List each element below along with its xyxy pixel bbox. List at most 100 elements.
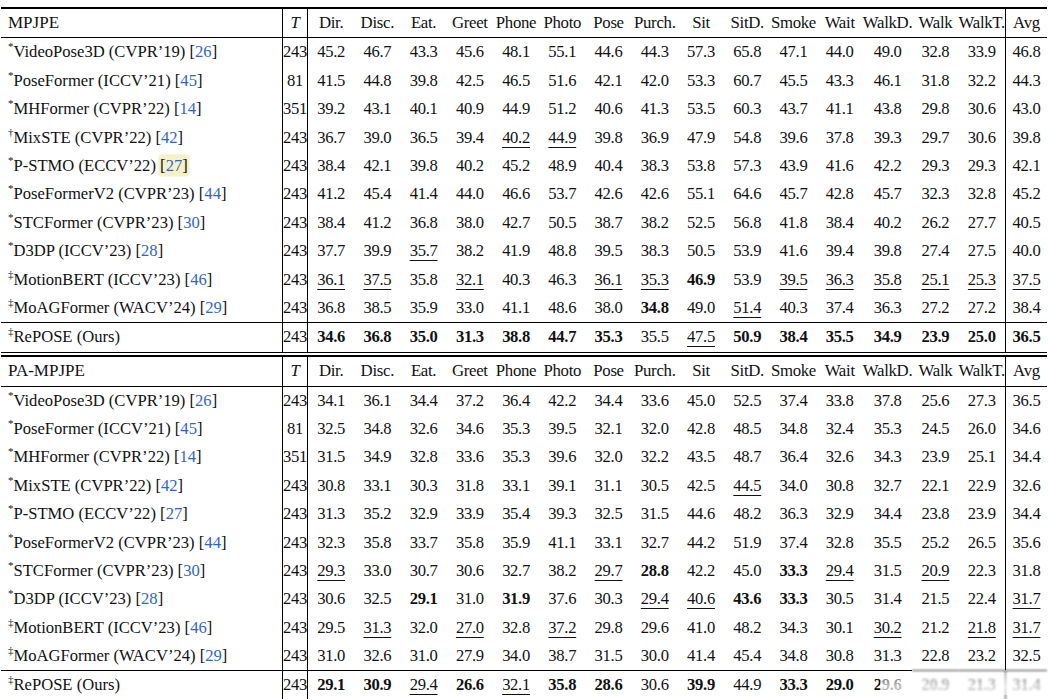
- metric-value: 26.2: [912, 209, 958, 237]
- citation-link[interactable]: [42]: [155, 128, 183, 147]
- metric-value: 21.8: [959, 614, 1006, 642]
- citation-link[interactable]: [29]: [200, 298, 228, 317]
- metric-value: 36.1: [308, 266, 354, 294]
- metric-value: 45.4: [724, 642, 770, 670]
- metric-value: 34.8: [770, 415, 816, 443]
- metric-value: 45.7: [863, 180, 913, 208]
- metric-value: 34.4: [863, 500, 913, 528]
- citation-link[interactable]: [44]: [199, 184, 227, 203]
- metric-value: 43.9: [770, 152, 816, 180]
- citation-link-highlighted[interactable]: [27]: [160, 156, 188, 175]
- pose-estimation-results-table: MPJPETDir.Disc.Eat.GreetPhonePhotoPosePu…: [0, 7, 1048, 699]
- citation-bracket: [: [185, 270, 191, 289]
- metric-value: 44.9: [493, 95, 539, 123]
- method-prefix-marker: *: [8, 588, 14, 600]
- metric-value: 36.1: [585, 266, 631, 294]
- metric-value: 42.8: [678, 415, 724, 443]
- frames-value: 243: [283, 152, 308, 180]
- metric-value: 49.0: [678, 294, 724, 322]
- citation-link[interactable]: [30]: [178, 561, 206, 580]
- metric-value: 32.7: [632, 529, 678, 557]
- metric-value: 30.7: [400, 557, 446, 585]
- frames-value: 243: [283, 294, 308, 322]
- method-prefix-marker: *: [8, 474, 14, 486]
- citation-bracket: [: [155, 476, 161, 495]
- activity-column-header: Smoke: [770, 9, 816, 38]
- method-name: *PoseFormer (ICCV’21) [45]: [1, 415, 283, 443]
- metric-value: 34.8: [770, 642, 816, 670]
- method-prefix-marker: †: [8, 126, 14, 138]
- metric-value: 38.4: [308, 152, 354, 180]
- citation-link[interactable]: [44]: [199, 533, 227, 552]
- avg-value: 36.5: [1006, 322, 1047, 351]
- metric-value: 29.0: [817, 670, 863, 699]
- metric-value: 31.3: [447, 322, 493, 351]
- metric-value: 27.2: [959, 294, 1006, 322]
- metric-value: 23.9: [959, 500, 1006, 528]
- metric-value: 37.2: [447, 387, 493, 415]
- metric-value: 38.2: [539, 557, 585, 585]
- metric-value: 27.3: [959, 387, 1006, 415]
- metric-value: 40.3: [770, 294, 816, 322]
- metric-value: 51.6: [539, 67, 585, 95]
- metric-value: 35.8: [863, 266, 913, 294]
- citation-link[interactable]: [46]: [185, 270, 213, 289]
- citation-bracket: [: [199, 184, 205, 203]
- metric-value: 41.0: [678, 614, 724, 642]
- citation-link[interactable]: [14]: [174, 99, 202, 118]
- citation-link[interactable]: [29]: [200, 646, 228, 665]
- metric-value: 30.6: [959, 95, 1006, 123]
- metric-value: 29.4: [632, 585, 678, 613]
- metric-value: 44.9: [539, 124, 585, 152]
- metric-value: 35.8: [354, 529, 400, 557]
- citation-link[interactable]: [26]: [190, 391, 218, 410]
- citation-link[interactable]: [46]: [185, 618, 213, 637]
- citation-bracket: [: [190, 391, 196, 410]
- metric-value: 32.8: [400, 443, 446, 471]
- metric-value: 22.1: [912, 472, 958, 500]
- citation-link[interactable]: [26]: [190, 42, 218, 61]
- section-mpjpe: MPJPETDir.Disc.Eat.GreetPhonePhotoPosePu…: [1, 7, 1047, 353]
- metric-value: 53.9: [724, 266, 770, 294]
- metric-value: 50.5: [678, 237, 724, 265]
- citation-bracket: ]: [178, 476, 184, 495]
- citation-link[interactable]: [45]: [175, 71, 203, 90]
- metric-value: 42.5: [678, 472, 724, 500]
- metric-value: 34.4: [400, 387, 446, 415]
- metric-value: 49.0: [863, 38, 913, 66]
- citation-link[interactable]: [27]: [160, 504, 188, 523]
- metric-value: 24.5: [912, 415, 958, 443]
- metric-value: 29.6: [863, 670, 913, 699]
- activity-column-header: SitD.: [724, 357, 770, 386]
- metric-value: 41.4: [678, 642, 724, 670]
- metric-value: 29.6: [632, 614, 678, 642]
- metric-value: 27.0: [447, 614, 493, 642]
- citation-link[interactable]: [28]: [136, 589, 164, 608]
- metric-value: 35.7: [400, 237, 446, 265]
- metric-value: 32.8: [912, 38, 958, 66]
- metric-value: 36.8: [400, 209, 446, 237]
- citation-link[interactable]: [42]: [155, 476, 183, 495]
- metric-value: 44.7: [539, 322, 585, 351]
- metric-value: 30.1: [817, 614, 863, 642]
- avg-value: 44.3: [1006, 67, 1047, 95]
- frames-value: 243: [283, 557, 308, 585]
- metric-value: 37.4: [817, 294, 863, 322]
- metric-value: 30.6: [959, 124, 1006, 152]
- metric-value: 45.2: [308, 38, 354, 66]
- metric-value: 45.5: [770, 67, 816, 95]
- metric-value: 20.9: [912, 670, 958, 699]
- citation-link[interactable]: [30]: [178, 213, 206, 232]
- metric-value: 43.7: [770, 95, 816, 123]
- citation-link[interactable]: [14]: [174, 447, 202, 466]
- activity-column-header: Dir.: [308, 9, 354, 38]
- metric-value: 60.3: [724, 95, 770, 123]
- citation-link[interactable]: [45]: [175, 419, 203, 438]
- citation-link[interactable]: [28]: [136, 241, 164, 260]
- citation-bracket: ]: [197, 419, 203, 438]
- metric-value: 53.7: [539, 180, 585, 208]
- metric-value: 56.8: [724, 209, 770, 237]
- metric-value: 39.9: [678, 670, 724, 699]
- metric-value: 33.1: [585, 529, 631, 557]
- metric-value: 34.3: [770, 614, 816, 642]
